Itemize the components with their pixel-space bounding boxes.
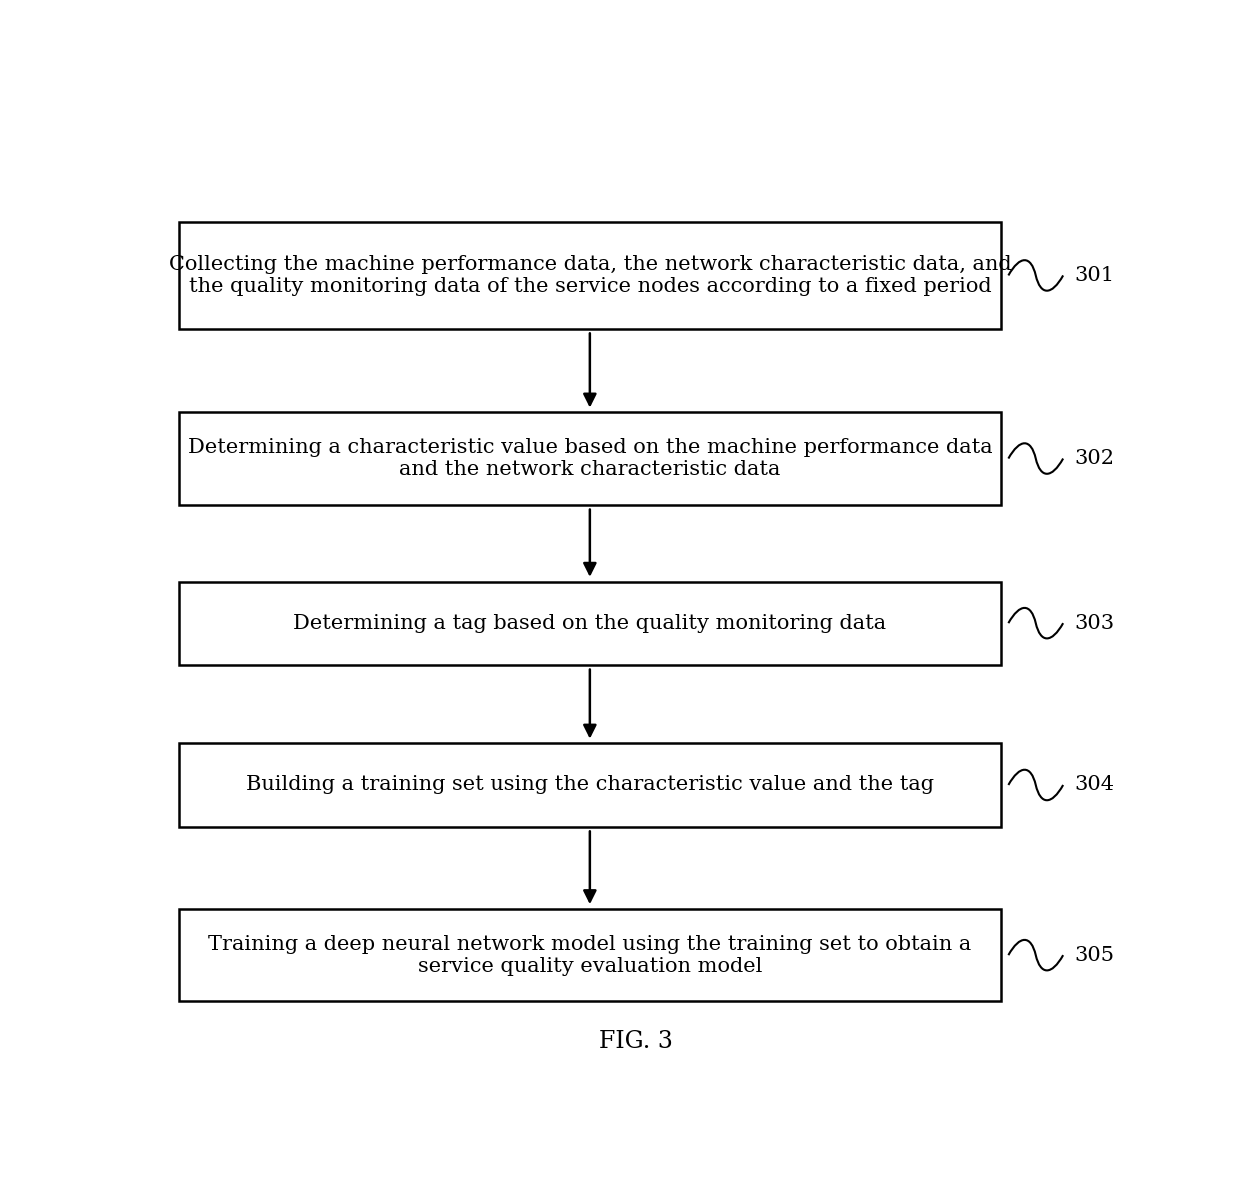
- FancyBboxPatch shape: [179, 222, 1001, 329]
- Text: FIG. 3: FIG. 3: [599, 1029, 672, 1052]
- Text: 302: 302: [1075, 449, 1115, 468]
- FancyBboxPatch shape: [179, 581, 1001, 665]
- Text: 304: 304: [1075, 776, 1115, 795]
- FancyBboxPatch shape: [179, 909, 1001, 1002]
- Text: Building a training set using the characteristic value and the tag: Building a training set using the charac…: [246, 776, 934, 795]
- FancyBboxPatch shape: [179, 412, 1001, 504]
- Text: 305: 305: [1075, 945, 1115, 964]
- Text: Collecting the machine performance data, the network characteristic data, and
th: Collecting the machine performance data,…: [169, 255, 1011, 295]
- Text: Determining a tag based on the quality monitoring data: Determining a tag based on the quality m…: [294, 614, 887, 633]
- FancyBboxPatch shape: [179, 743, 1001, 826]
- Text: 301: 301: [1075, 265, 1115, 285]
- Text: Training a deep neural network model using the training set to obtain a
service : Training a deep neural network model usi…: [208, 934, 971, 975]
- Text: Determining a characteristic value based on the machine performance data
and the: Determining a characteristic value based…: [187, 438, 992, 479]
- Text: 303: 303: [1075, 614, 1115, 633]
